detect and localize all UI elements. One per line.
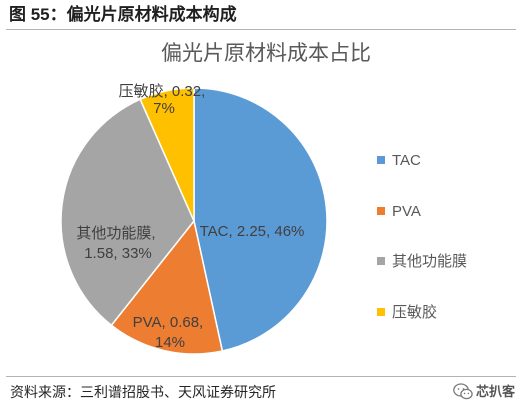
- legend-label-pva: PVA: [392, 203, 421, 220]
- data-labels: TAC, 2.25, 46% PVA, 0.68, 14% 其他功能膜, 1.5…: [76, 83, 304, 351]
- pie-slice-psa: [139, 87, 195, 222]
- legend-item-pva: PVA: [377, 203, 421, 220]
- figure-title: 图 55：偏光片原材料成本构成: [9, 5, 237, 24]
- data-label-other-films: 其他功能膜, 1.58, 33%: [76, 225, 159, 262]
- pie-slice-pva: [110, 219, 224, 355]
- watermark: 芯扒客: [453, 383, 515, 400]
- data-label-psa-line-1: 压敏胶, 0.32,: [119, 83, 206, 100]
- chart-title: 偏光片原材料成本占比: [161, 42, 371, 65]
- data-label-tac-line-1: TAC, 2.25, 46%: [200, 223, 305, 240]
- legend-label-other-films: 其他功能膜: [392, 253, 467, 270]
- data-label-tac: TAC, 2.25, 46%: [200, 223, 305, 240]
- legend-label-tac: TAC: [392, 152, 421, 169]
- data-label-psa-line-2: 7%: [153, 100, 175, 117]
- data-label-psa: 压敏胶, 0.32, 7%: [119, 83, 210, 117]
- legend-swatch-other-films: [377, 257, 385, 265]
- legend-item-psa: 压敏胶: [377, 304, 437, 321]
- watermark-text: 芯扒客: [475, 384, 515, 399]
- data-label-other-films-line-2: 1.58, 33%: [84, 245, 152, 262]
- legend-item-tac: TAC: [377, 152, 421, 169]
- pie: [60, 87, 328, 355]
- data-label-other-films-line-1: 其他功能膜,: [76, 225, 155, 242]
- figure-source: 资料来源：三利谱招股书、天风证券研究所: [10, 384, 276, 400]
- legend-item-other-films: 其他功能膜: [377, 253, 467, 270]
- legend: TAC PVA 其他功能膜 压敏胶: [377, 152, 467, 321]
- source-rule: [6, 376, 516, 377]
- pie-slice-other-films: [60, 98, 195, 327]
- legend-label-psa: 压敏胶: [392, 304, 437, 321]
- data-label-pva: PVA, 0.68, 14%: [133, 314, 208, 351]
- legend-swatch-tac: [377, 156, 385, 164]
- legend-swatch-psa: [377, 308, 385, 316]
- pie-slice-tac: [193, 87, 328, 352]
- legend-swatch-pva: [377, 207, 385, 215]
- data-label-pva-line-1: PVA, 0.68,: [133, 314, 204, 331]
- data-label-pva-line-2: 14%: [155, 334, 185, 351]
- title-rule: [6, 29, 516, 30]
- wechat-icon: [453, 383, 473, 400]
